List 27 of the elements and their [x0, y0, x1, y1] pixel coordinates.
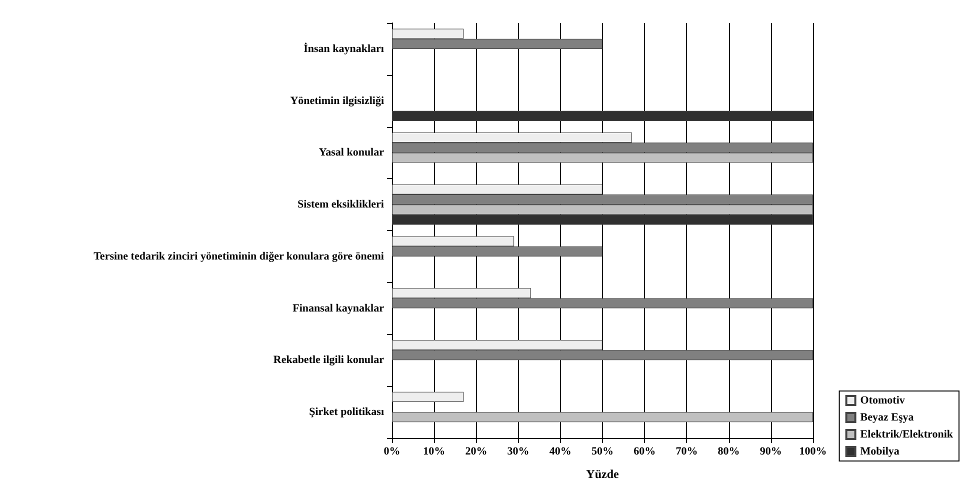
x-tick-label: 20%: [465, 446, 488, 458]
legend-label: Mobilya: [860, 446, 900, 458]
x-tick-label: 40%: [549, 446, 572, 458]
bar: [392, 110, 813, 122]
legend-label: Beyaz Eşya: [860, 412, 914, 424]
x-tick-label: 10%: [423, 446, 446, 458]
x-tick-label: 70%: [676, 446, 698, 458]
x-tick-label: 100%: [799, 446, 827, 458]
y-tick-label: Yasal konular: [318, 146, 384, 159]
x-tick-label: 0%: [384, 446, 400, 458]
x-tick-label: 90%: [760, 446, 782, 458]
y-tick-label: Yönetimin ilgisizliği: [290, 94, 384, 107]
legend-label: Elektrik/Elektronik: [860, 428, 954, 440]
x-tick-label: 60%: [634, 446, 656, 458]
bar: [392, 412, 813, 422]
y-tick-label: Sistem eksiklikleri: [298, 198, 384, 211]
x-axis-title: Yüzde: [586, 467, 620, 481]
x-tick-label: 80%: [718, 446, 740, 458]
bar: [392, 392, 464, 402]
legend-label: Otomotiv: [860, 394, 906, 406]
y-tick-label: Finansal kaynaklar: [292, 302, 384, 314]
x-tick-label: 30%: [507, 446, 530, 458]
y-tick-label: Şirket politikası: [309, 406, 384, 418]
y-tick-label: Tersine tedarik zinciri yönetiminin diğer konulara göre önemi: [94, 250, 384, 262]
y-tick-label: İnsan kaynakları: [304, 42, 384, 55]
x-tick-label: 50%: [592, 446, 614, 458]
y-tick-label: Rekabetle ilgili konular: [273, 354, 384, 366]
